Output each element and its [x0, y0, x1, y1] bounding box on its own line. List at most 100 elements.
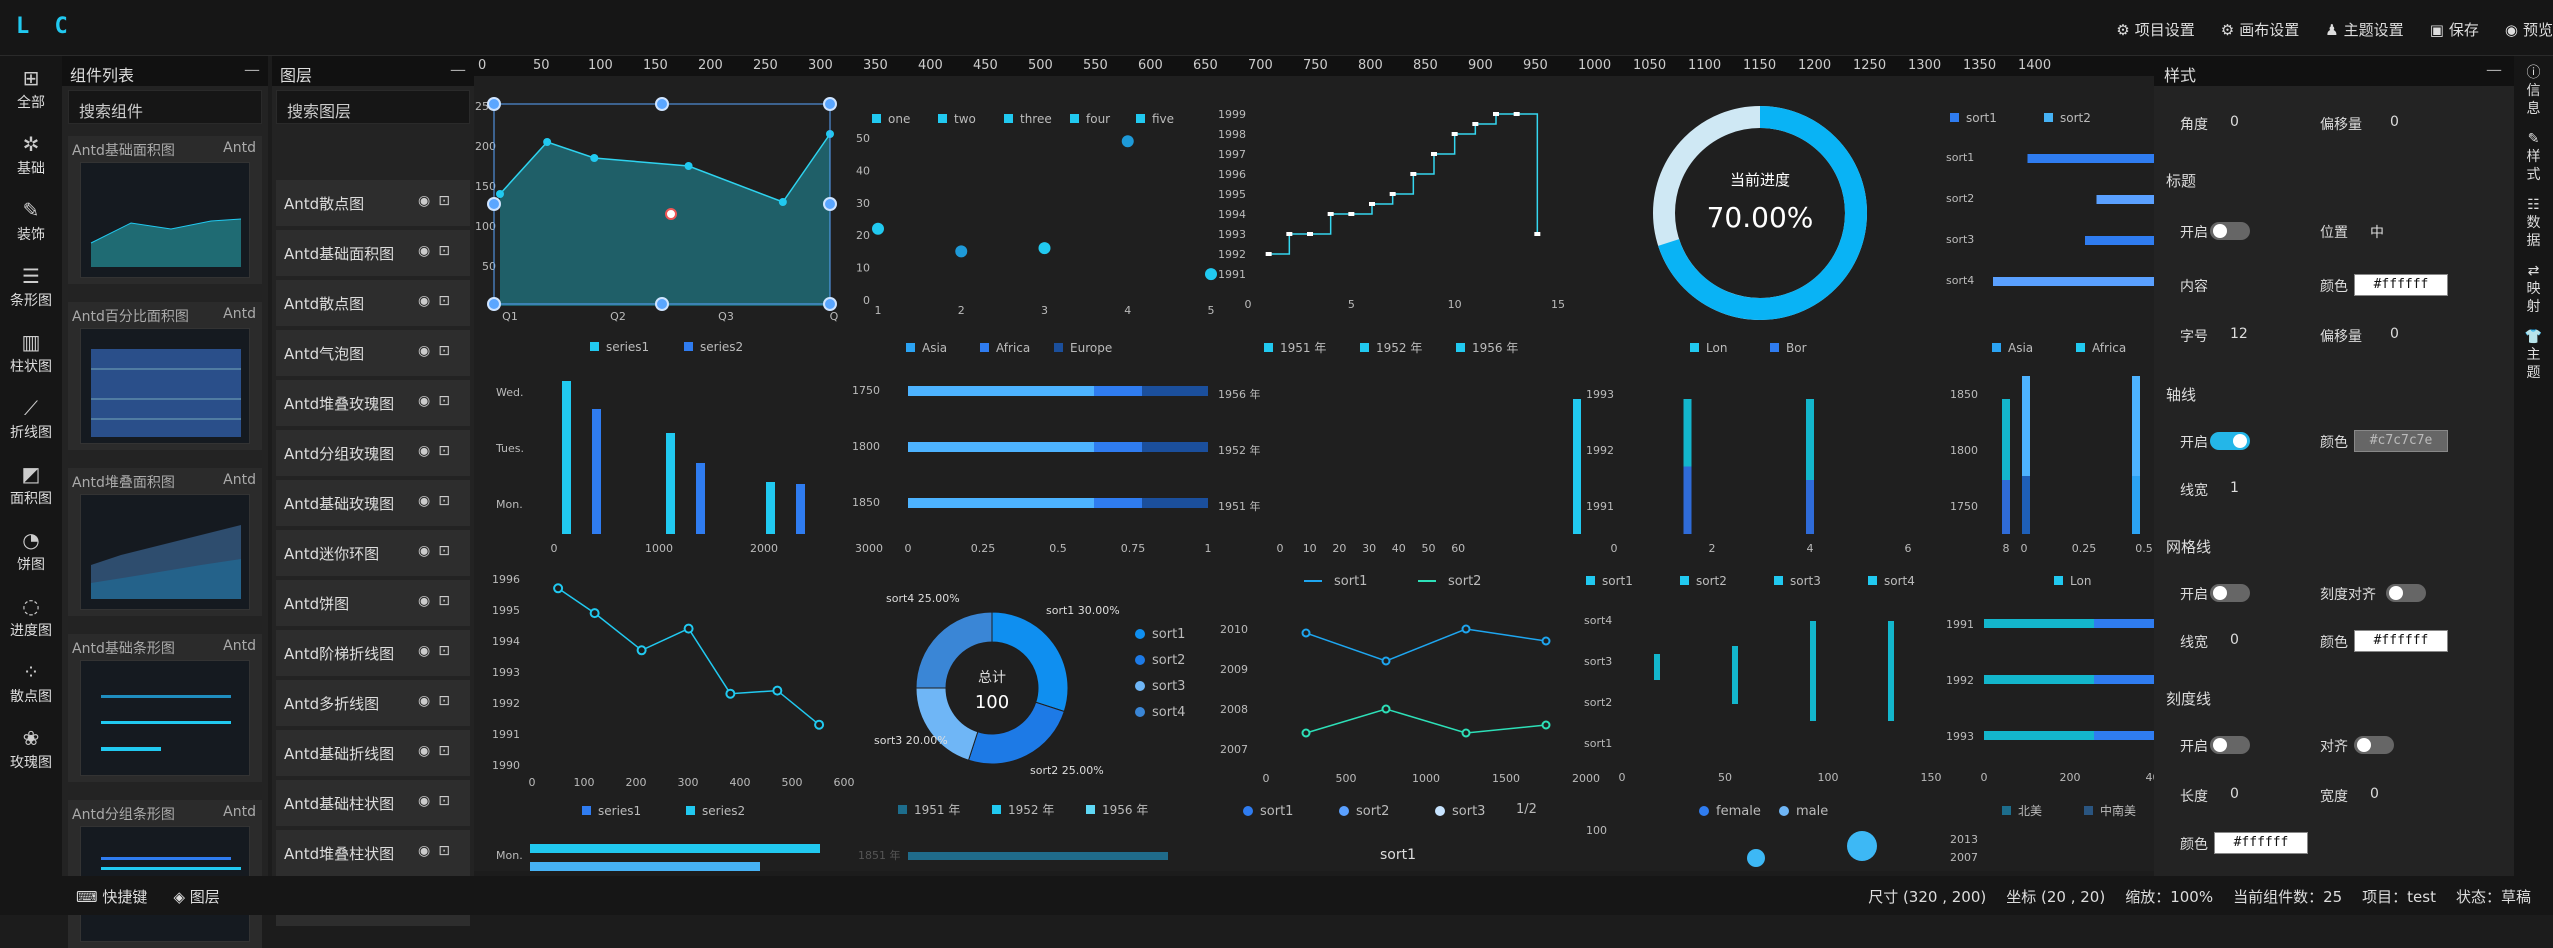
layer-item[interactable]: Antd基础玫瑰图 ◉⊡ [276, 480, 470, 526]
nav-item-0[interactable]: ⊞ 全部 [0, 66, 62, 112]
donut-chart[interactable]: 总计 100 sort1 30.00% sort2 25.00% sort3 20.00… [874, 592, 1185, 777]
lock-icon[interactable]: ⊡ [438, 193, 458, 209]
resize-handle[interactable] [655, 97, 669, 111]
bubble-chart[interactable]: female male 100 [1586, 804, 1877, 867]
component-search-input[interactable]: 搜索组件 [68, 90, 262, 124]
minimize-icon[interactable]: — [244, 60, 260, 79]
top-action-4[interactable]: ◉ 预览 [2505, 19, 2553, 40]
component-card[interactable]: Antd百分比面积图 Antd [68, 302, 262, 450]
eye-icon[interactable]: ◉ [418, 443, 439, 459]
layer-item[interactable]: Antd气泡图 ◉⊡ [276, 330, 470, 376]
stacked-column-chart[interactable]: Lon Bor 1993 1992 1991 0 2 4 6 8 [1586, 341, 2010, 555]
resize-handle[interactable] [487, 297, 501, 311]
bar-chart-bottom[interactable]: Mon. [496, 844, 820, 871]
lock-icon[interactable]: ⊡ [438, 443, 458, 459]
scatter-legend-pager[interactable]: sort1 sort2 sort3 1/2 sort1 [1243, 802, 1537, 863]
layer-item[interactable]: Antd基础面积图 ◉⊡ [276, 230, 470, 276]
component-card[interactable]: Antd基础条形图 Antd [68, 634, 262, 782]
nav-item-3[interactable]: ☰ 条形图 [0, 264, 62, 310]
tick-align-toggle[interactable] [2386, 584, 2426, 602]
lock-icon[interactable]: ⊡ [438, 393, 458, 409]
top-action-3[interactable]: ▣ 保存 [2430, 19, 2479, 40]
eye-icon[interactable]: ◉ [418, 743, 439, 759]
layer-item[interactable]: Antd堆叠柱状图 ◉⊡ [276, 830, 470, 876]
shortcut-button[interactable]: ⌨ 快捷键 [76, 886, 147, 907]
resize-handle[interactable] [487, 97, 501, 111]
component-card[interactable]: Antd分组条形图 Antd [68, 800, 262, 948]
grouped-column-chart[interactable]: Wed. Tues. Mon. 0 1000 2000 3000 series1 series2 [495, 340, 883, 555]
lock-icon[interactable]: ⊡ [438, 793, 458, 809]
eye-icon[interactable]: ◉ [418, 693, 439, 709]
lock-icon[interactable]: ⊡ [438, 643, 458, 659]
title-enable-toggle[interactable] [2210, 222, 2250, 240]
tick-width-value[interactable]: 0 [2370, 786, 2379, 802]
axis-color-input[interactable]: #c7c7c7e [2354, 430, 2448, 452]
minimize-icon[interactable]: — [450, 60, 466, 79]
bar-chart-sort[interactable]: sort1 sort2 sort1 sort2 sort3 sort4 [1946, 111, 2154, 287]
grid-enable-toggle[interactable] [2210, 584, 2250, 602]
canvas[interactable]: 050100150200250Q1Q2Q3Qonetwothreefourfiv… [474, 76, 2154, 871]
nav-item-1[interactable]: ✲ 基础 [0, 132, 62, 178]
eye-icon[interactable]: ◉ [418, 593, 439, 609]
layer-item[interactable]: Antd基础折线图 ◉⊡ [276, 730, 470, 776]
bar-chart-region[interactable]: 北美 中南美 2013 2007 [1950, 803, 2136, 864]
top-action-0[interactable]: ⚙ 项目设置 [2116, 19, 2194, 40]
layer-item[interactable]: Antd饼图 ◉⊡ [276, 580, 470, 626]
step-line-chart[interactable]: 1999 1998 1997 1996 1995 1994 1993 1992 1991 0 5 10… [1218, 108, 1565, 311]
column-chart-years[interactable]: 1951 年 1952 年 1956 年 1956 年 1952 年 1951 年 0 10 2… [1218, 341, 2154, 555]
lock-icon[interactable]: ⊡ [438, 693, 458, 709]
layer-item[interactable]: Antd散点图 ◉⊡ [276, 180, 470, 226]
eye-icon[interactable]: ◉ [418, 393, 439, 409]
lock-icon[interactable]: ⊡ [438, 243, 458, 259]
eye-icon[interactable]: ◉ [418, 343, 439, 359]
nav-item-10[interactable]: ❀ 玫瑰图 [0, 726, 62, 772]
resize-handle[interactable] [823, 197, 837, 211]
lock-icon[interactable]: ⊡ [438, 843, 458, 859]
title-position-value[interactable]: 中 [2370, 225, 2384, 241]
minimize-icon[interactable]: — [2486, 60, 2502, 79]
resize-handle[interactable] [823, 297, 837, 311]
angle-value[interactable]: 0 [2230, 114, 2239, 130]
nav-item-8[interactable]: ◌ 进度图 [0, 594, 62, 640]
lock-icon[interactable]: ⊡ [438, 293, 458, 309]
layer-item[interactable]: Antd多折线图 ◉⊡ [276, 680, 470, 726]
tick-color-input[interactable]: #ffffff [2214, 832, 2308, 854]
layer-item[interactable]: Antd迷你环图 ◉⊡ [276, 530, 470, 576]
layer-search-input[interactable]: 搜索图层 [276, 90, 470, 124]
font-size-value[interactable]: 12 [2230, 326, 2248, 342]
layer-item[interactable]: Antd基础柱状图 ◉⊡ [276, 780, 470, 826]
grid-linewidth-value[interactable]: 0 [2230, 632, 2239, 648]
lock-icon[interactable]: ⊡ [438, 543, 458, 559]
right-tab-1[interactable]: ✎ 样式 [2514, 130, 2553, 184]
layer-item[interactable]: Antd散点图 ◉⊡ [276, 280, 470, 326]
title-color-input[interactable]: #ffffff [2354, 274, 2448, 296]
tick-enable-toggle[interactable] [2210, 736, 2250, 754]
eye-icon[interactable]: ◉ [418, 793, 439, 809]
nav-item-5[interactable]: ⟋ 折线图 [0, 396, 62, 442]
nav-item-6[interactable]: ◩ 面积图 [0, 462, 62, 508]
nav-item-7[interactable]: ◔ 饼图 [0, 528, 62, 574]
eye-icon[interactable]: ◉ [418, 193, 439, 209]
grid-color-input[interactable]: #ffffff [2354, 630, 2448, 652]
horizontal-bar-chart[interactable]: Lon 1991 1992 1993 0 200 400 [1946, 574, 2154, 784]
right-tab-2[interactable]: ☷ 数据 [2514, 196, 2553, 250]
tick-align2-toggle[interactable] [2354, 736, 2394, 754]
eye-icon[interactable]: ◉ [418, 293, 439, 309]
top-action-1[interactable]: ⚙ 画布设置 [2221, 19, 2299, 40]
lock-icon[interactable]: ⊡ [438, 343, 458, 359]
range-column-chart[interactable]: sort1 sort2 sort3 sort4 sort4 sort3 sort2 sort1… [1584, 574, 1942, 784]
component-card[interactable]: Antd基础面积图 Antd [68, 136, 262, 284]
right-tab-0[interactable]: ⓘ 信息 [2514, 64, 2553, 118]
tick-length-value[interactable]: 0 [2230, 786, 2239, 802]
line-chart[interactable]: 1996 1995 1994 1993 1992 1991 1990 0 100 200 300 40… [492, 573, 855, 818]
layers-toggle-button[interactable]: ◈ 图层 [173, 886, 219, 907]
progress-ring-chart[interactable]: 当前进度 70.00% [1653, 106, 1867, 320]
nav-item-2[interactable]: ✎ 装饰 [0, 198, 62, 244]
layer-item[interactable]: Antd阶梯折线图 ◉⊡ [276, 630, 470, 676]
right-tab-3[interactable]: ⇄ 映射 [2514, 262, 2553, 316]
layer-item[interactable]: Antd堆叠玫瑰图 ◉⊡ [276, 380, 470, 426]
eye-icon[interactable]: ◉ [418, 243, 439, 259]
lock-icon[interactable]: ⊡ [438, 493, 458, 509]
offset-value[interactable]: 0 [2390, 114, 2399, 130]
